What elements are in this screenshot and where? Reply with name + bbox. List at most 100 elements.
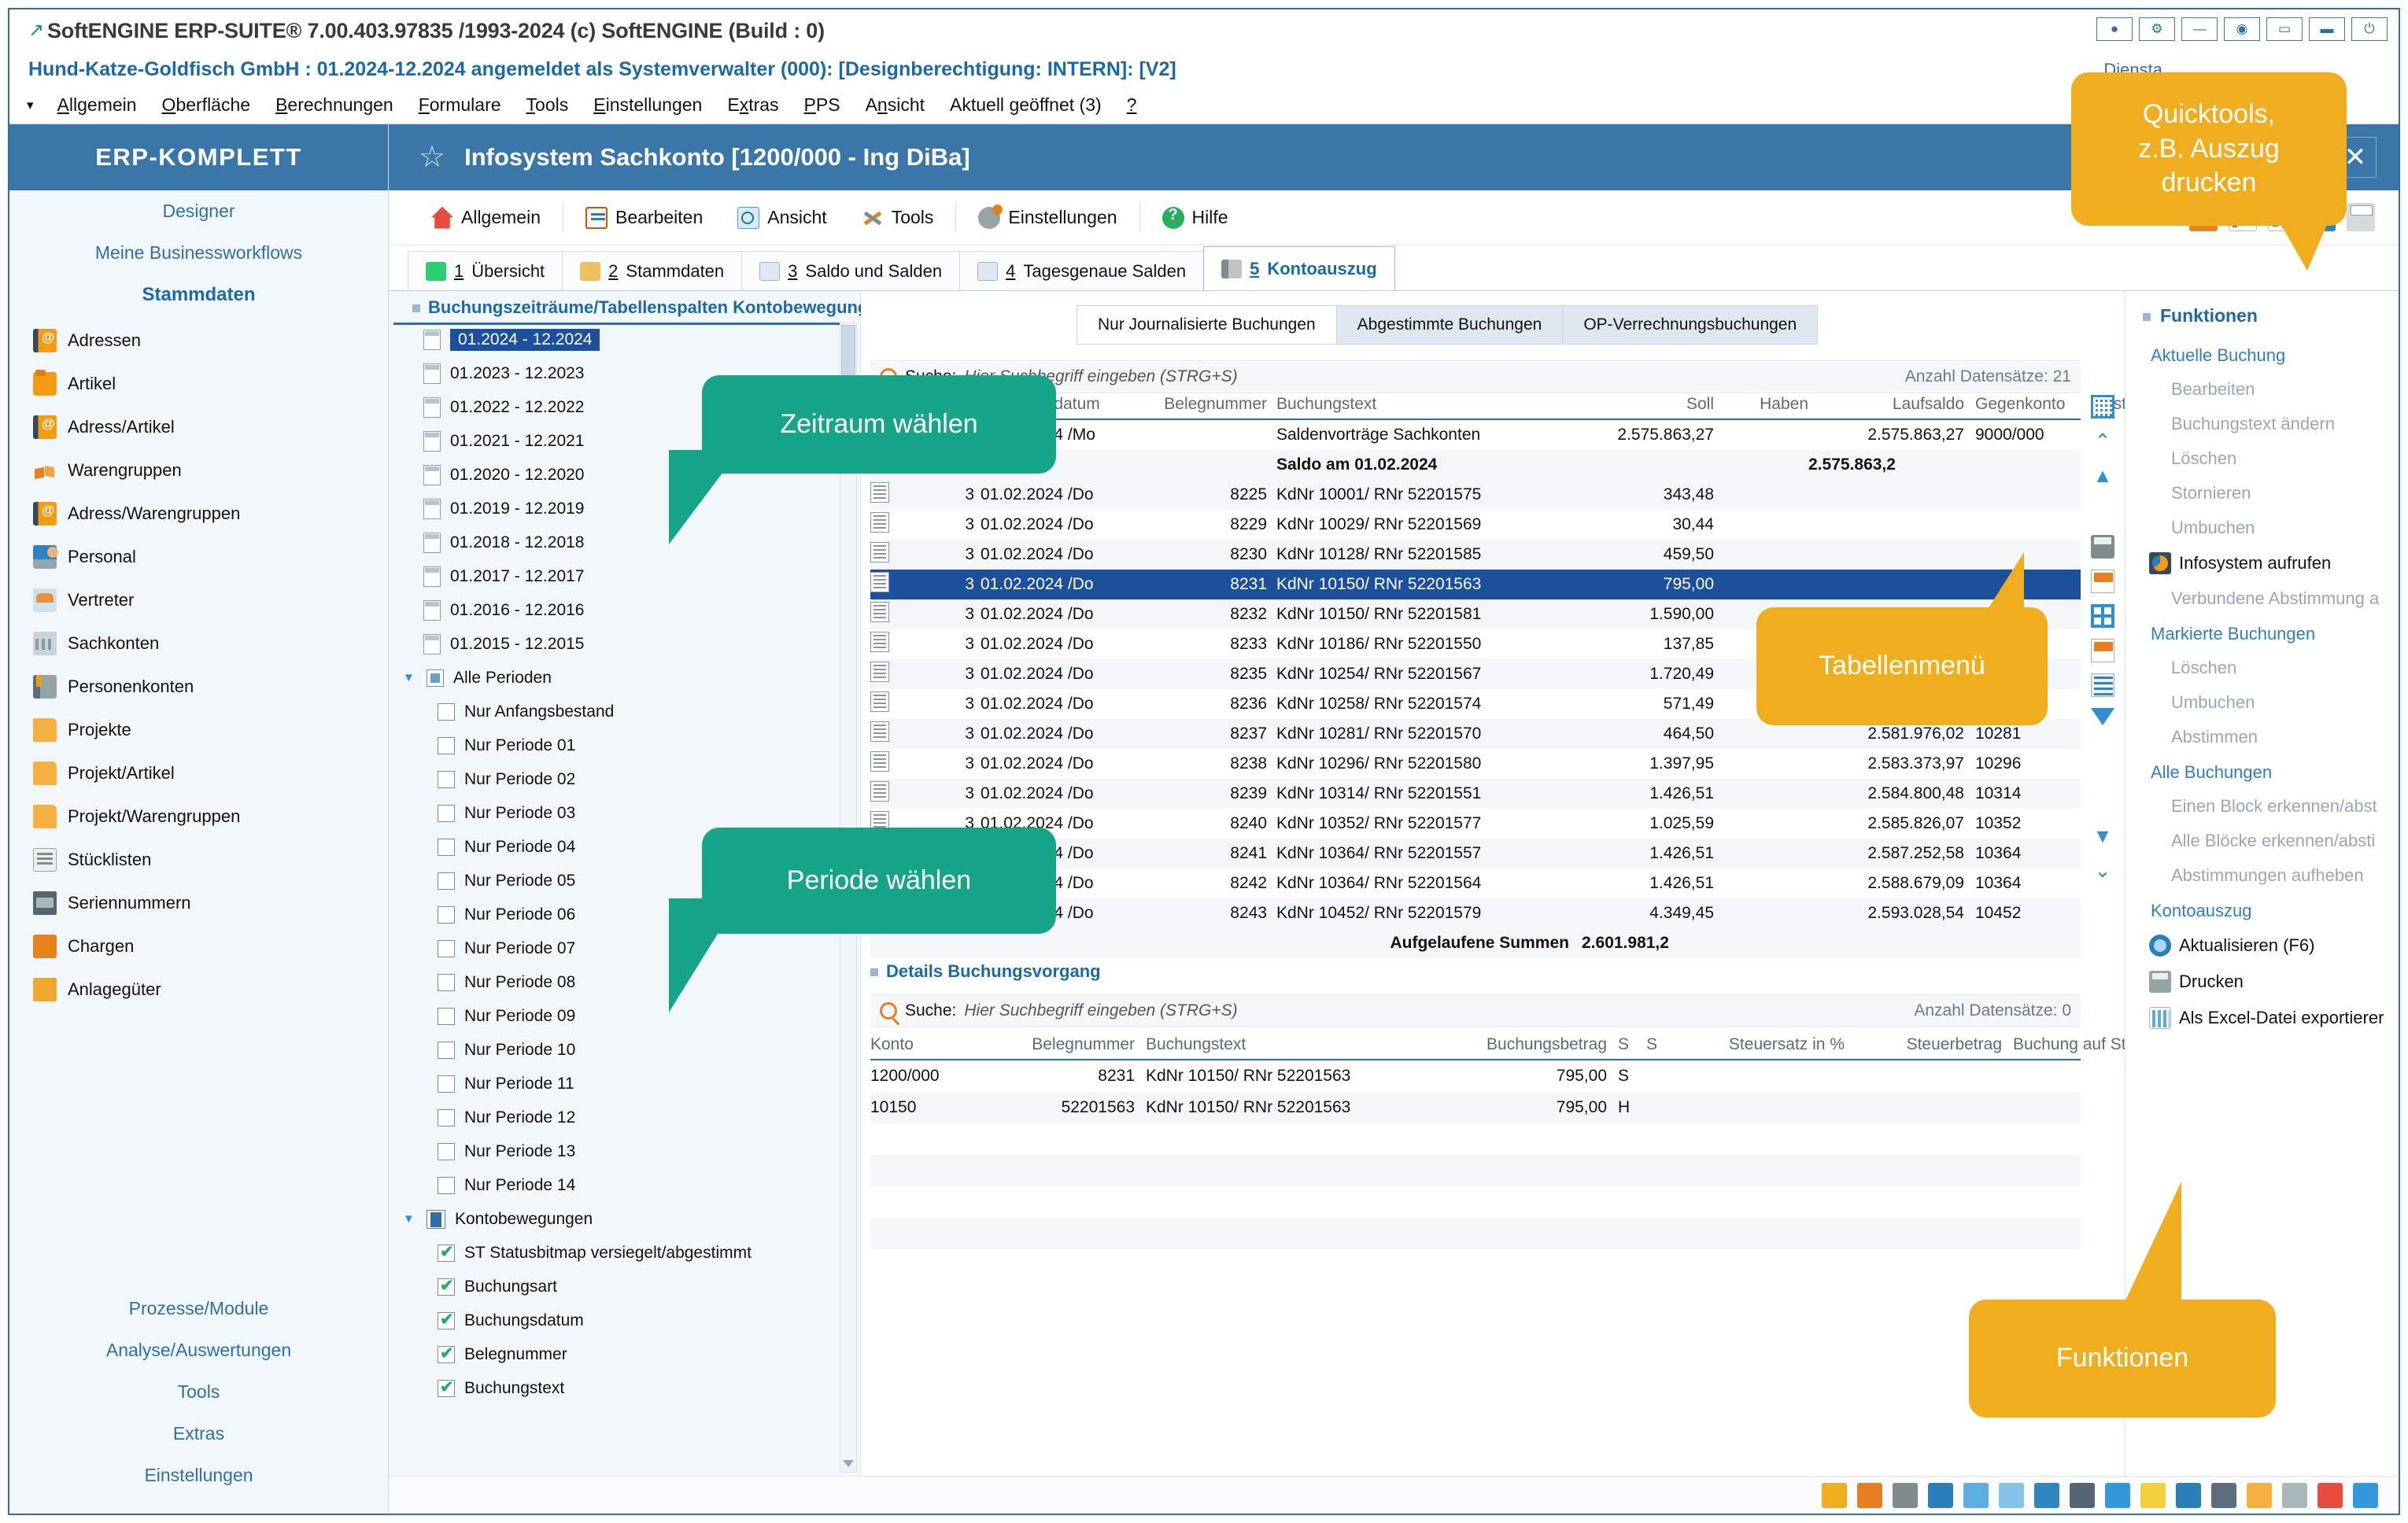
function-item-buchungstext-ndern[interactable]: Buchungstext ändern (2171, 414, 2335, 433)
filter-icon[interactable] (2091, 708, 2114, 725)
sidebar-link-einstellungen[interactable]: Einstellungen (144, 1465, 253, 1485)
sidebar-item-adressen[interactable]: Adressen (9, 319, 388, 362)
period-option-item[interactable]: Nur Periode 12 (389, 1101, 860, 1134)
settings-button[interactable]: ⚙ (2139, 17, 2175, 41)
col-header-gegenkonto[interactable]: Gegenkonto (1975, 395, 2066, 413)
tab-stammdaten[interactable]: 2 Stammdaten (562, 251, 743, 290)
favorite-star-icon[interactable]: ☆ (419, 141, 446, 174)
print-icon[interactable] (2091, 535, 2114, 559)
dcol-buchungsbetrag[interactable]: Buchungsbetrag (1487, 1035, 1607, 1053)
scroll-bottom-icon[interactable]: ⌄ (2094, 860, 2111, 882)
table-row[interactable]: 3 01.02.2024 /Do 8225 KdNr 10001/ RNr 52201… (870, 480, 2081, 510)
period-option-item[interactable]: Nur Periode 07 (389, 931, 860, 965)
dcol-konto[interactable]: Konto (870, 1035, 914, 1053)
table-row[interactable]: 3 01.02.2024 /Do 8239 KdNr 10314/ RNr 52201… (870, 779, 2081, 809)
module-button-allgemein[interactable]: Allgemein (414, 206, 558, 229)
checkbox-column[interactable] (438, 1310, 455, 1329)
menu-item-pps[interactable]: PPS (803, 94, 840, 115)
menu-item-oberflaeche[interactable]: Oberfläche (161, 94, 251, 115)
period-item[interactable]: 01.2024 - 12.2024 (389, 323, 860, 356)
menu-item-berechnungen[interactable]: Berechnungen (275, 94, 393, 115)
period-option-item[interactable]: Nur Periode 01 (389, 728, 860, 762)
menu-item-help[interactable]: ? (1126, 94, 1137, 115)
sidebar-link-businessworkflows[interactable]: Meine Businessworkflows (94, 242, 303, 263)
function-item-umbuchen[interactable]: Umbuchen (2171, 518, 2255, 537)
period-option-item[interactable]: Nur Periode 02 (389, 762, 860, 796)
function-item-alle-bl-cke-erkennen-absti[interactable]: Alle Blöcke erkennen/absti (2171, 831, 2376, 850)
period-option-item[interactable]: Nur Periode 13 (389, 1134, 860, 1168)
sidebar-item-chargen[interactable]: Chargen (9, 924, 388, 968)
table-row[interactable]: 3 01.02.2024 /Do 8231 KdNr 10150/ RNr 52201… (870, 570, 2081, 599)
checkbox-period-option[interactable] (438, 1075, 455, 1093)
module-button-ansicht[interactable]: Ansicht (720, 206, 844, 229)
checkbox-period-option[interactable] (438, 702, 455, 721)
dcol-s2[interactable]: S (1646, 1035, 1658, 1053)
details-row[interactable]: 10150 52201563 KdNr 10150/ RNr 52201563 795… (870, 1092, 2081, 1123)
function-item-abstimmungen-aufheben[interactable]: Abstimmungen aufheben (2171, 865, 2364, 885)
checkbox-period-option[interactable] (438, 1176, 455, 1194)
scroll-down-icon[interactable] (843, 1460, 854, 1467)
function-item-umbuchen[interactable]: Umbuchen (2171, 692, 2255, 712)
dcol-s1[interactable]: S (1618, 1035, 1630, 1053)
checkbox-period-option[interactable] (438, 804, 455, 822)
sidebar-link-tools[interactable]: Tools (177, 1381, 220, 1402)
pencil-icon[interactable] (2247, 1482, 2272, 1508)
period-option-item[interactable]: Nur Periode 09 (389, 999, 860, 1033)
column-toggle-item[interactable]: Buchungstext (389, 1371, 860, 1405)
tree-node-alle-perioden[interactable]: ▼ Alle Perioden (389, 661, 860, 695)
module-button-einstellungen[interactable]: Einstellungen (961, 204, 1134, 229)
period-option-item[interactable]: Nur Periode 05 (389, 864, 860, 898)
menu-item-allgemein[interactable]: Allgemein (57, 94, 137, 115)
tab--bersicht[interactable]: 1 Übersicht (408, 251, 563, 290)
function-item-als-excel-datei-exportierer[interactable]: Als Excel-Datei exportierer (2125, 1000, 2399, 1036)
period-item[interactable]: 01.2022 - 12.2022 (389, 390, 860, 424)
window-button[interactable]: ▭ (2266, 17, 2303, 41)
sidebar-item-sachkonten[interactable]: Sachkonten (9, 621, 388, 665)
checkbox-column[interactable] (438, 1276, 455, 1296)
columns-icon[interactable] (2091, 673, 2114, 697)
sidebar-item-st-cklisten[interactable]: Stücklisten (9, 838, 388, 881)
col-header-buchungstext[interactable]: Buchungstext (1276, 395, 1377, 413)
checkbox-period-option[interactable] (438, 838, 455, 856)
checkbox-column[interactable] (438, 1242, 455, 1262)
user-button[interactable]: ◉ (2224, 17, 2260, 41)
period-option-item[interactable]: Nur Periode 03 (389, 796, 860, 830)
tab-kontoauszug[interactable]: 5 Kontoauszug (1203, 246, 1395, 290)
list-icon[interactable] (2211, 1482, 2236, 1508)
function-item-aktualisieren-f6-[interactable]: Aktualisieren (F6) (2125, 927, 2399, 964)
print-statement-icon[interactable] (2347, 203, 2375, 231)
period-option-item[interactable]: Nur Periode 14 (389, 1168, 860, 1202)
menu-item-einstellungen[interactable]: Einstellungen (593, 94, 703, 115)
filter-abgestimmte[interactable]: Abgestimmte Buchungen (1336, 306, 1564, 344)
menu-item-tools[interactable]: Tools (526, 94, 569, 115)
functions-collapse-icon[interactable] (2143, 312, 2151, 321)
chevron-down-icon[interactable]: ▼ (403, 671, 415, 684)
function-item-infosystem-aufrufen[interactable]: Infosystem aufrufen (2125, 545, 2399, 581)
sidebar-item-personal[interactable]: Personal (9, 535, 388, 578)
module-button-tools[interactable]: Tools (844, 207, 951, 229)
sidebar-item-artikel[interactable]: Artikel (9, 362, 388, 405)
period-item[interactable]: 01.2018 - 12.2018 (389, 525, 860, 559)
filter-nur-journalisierte[interactable]: Nur Journalisierte Buchungen (1077, 306, 1337, 344)
document-icon[interactable] (2282, 1482, 2307, 1508)
share-icon[interactable] (2176, 1482, 2201, 1508)
sidebar-link-analyse[interactable]: Analyse/Auswertungen (105, 1340, 292, 1360)
checkbox-period-option[interactable] (438, 973, 455, 991)
function-item-bearbeiten[interactable]: Bearbeiten (2171, 379, 2255, 399)
tree-scroll-area[interactable]: 01.2024 - 12.2024 01.2023 - 12.2023 01.202… (389, 323, 860, 1476)
col-header-laufsaldo[interactable]: Laufsaldo (1892, 395, 1964, 413)
chevron-down-icon[interactable]: ▼ (403, 1212, 415, 1226)
dcol-steuersatz[interactable]: Steuersatz in % (1728, 1035, 1845, 1053)
col-header-belegnummer[interactable]: Belegnummer (1164, 395, 1267, 413)
function-item-stornieren[interactable]: Stornieren (2171, 483, 2251, 503)
period-item[interactable]: 01.2016 - 12.2016 (389, 593, 860, 627)
module-button-bearbeiten[interactable]: Bearbeiten (568, 206, 720, 229)
warning-icon[interactable] (1857, 1482, 1882, 1508)
chart-icon[interactable] (1928, 1482, 1953, 1508)
sidebar-link-prozesse-module[interactable]: Prozesse/Module (128, 1298, 269, 1318)
scroll-top-icon[interactable]: ⌃ (2094, 430, 2111, 452)
grid-search-bar[interactable]: Suche: Hier Suchbegriff eingeben (STRG+S… (870, 360, 2081, 393)
period-item[interactable]: 01.2019 - 12.2019 (389, 492, 860, 525)
function-item-l-schen[interactable]: Löschen (2171, 448, 2237, 468)
details-row[interactable]: 1200/000 8231 KdNr 10150/ RNr 52201563 795,… (870, 1060, 2081, 1092)
